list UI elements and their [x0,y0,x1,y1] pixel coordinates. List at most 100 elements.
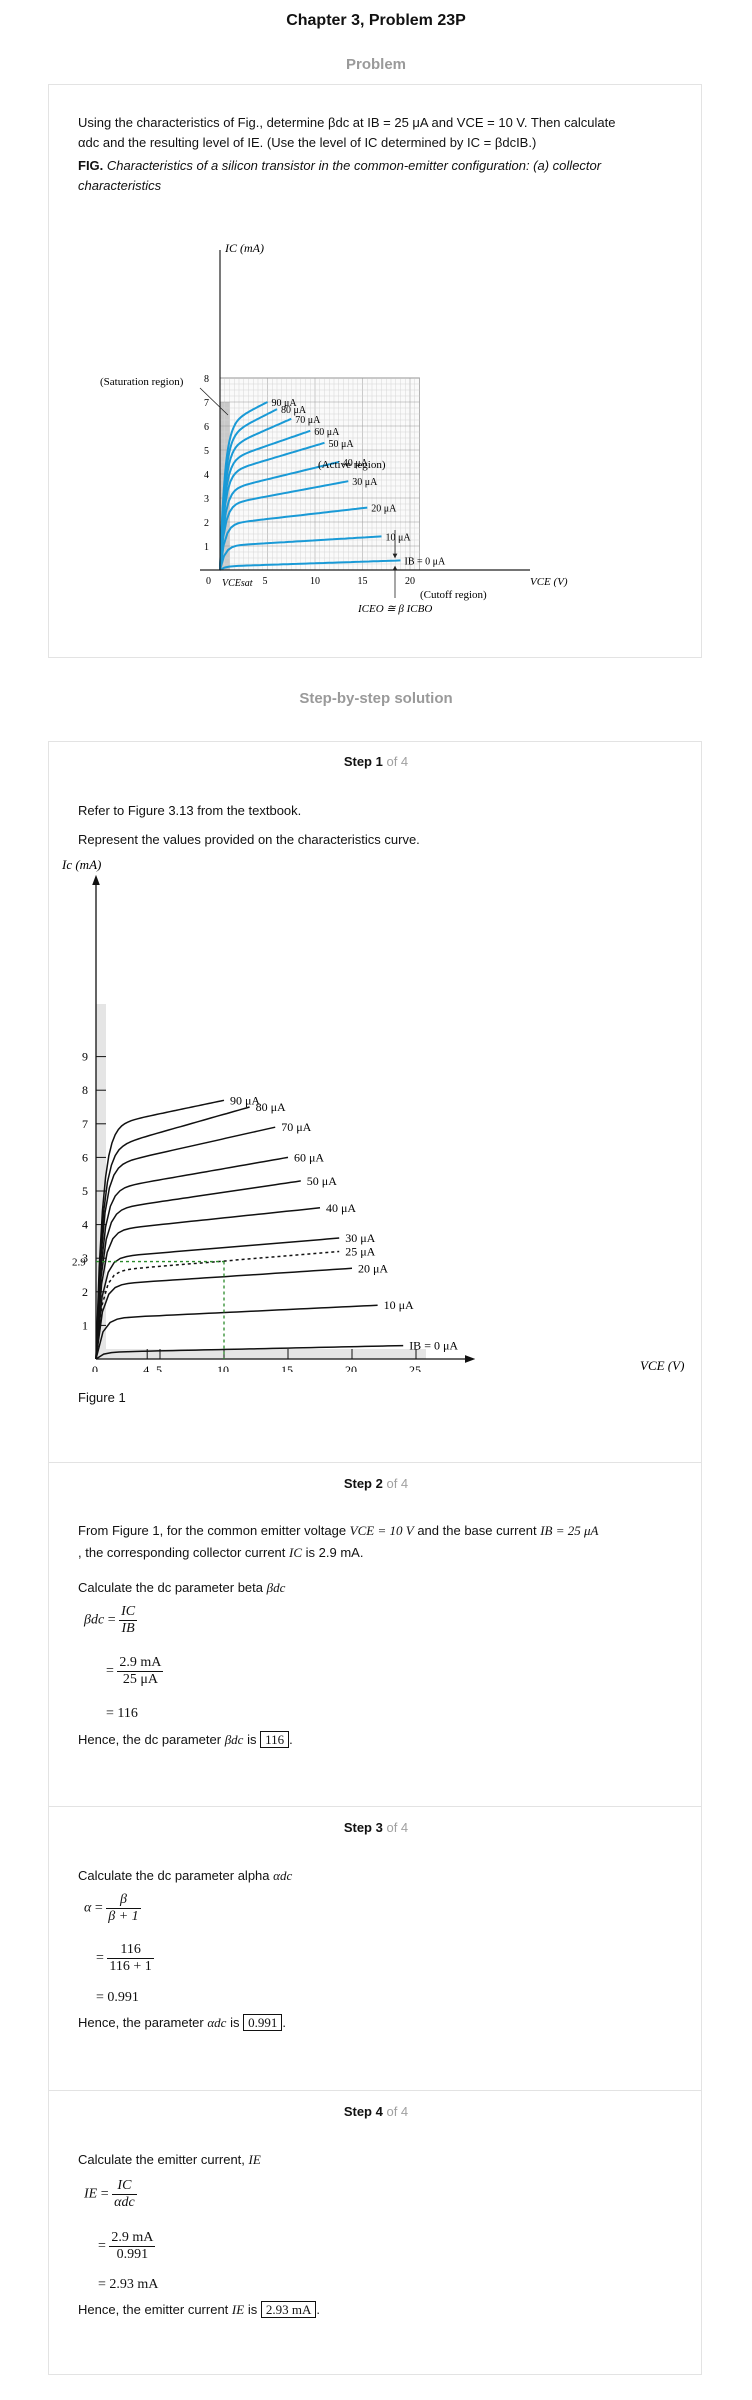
step2-text-d: is 2.9 mA. [305,1545,364,1560]
series-line [95,1156,289,1360]
step4-label: Step 4 [343,2104,383,2119]
series-line [95,1267,353,1360]
beta-symbol: βdc [266,1580,286,1595]
y-tick-label: 7 [82,1117,88,1131]
figa-curve [219,480,349,571]
figa-curve [219,408,278,571]
alpha-result: = 0.991 [96,1990,139,2005]
step1-of: of 4 [386,754,409,769]
cutoff-region-label: (Cutoff region) [420,589,487,601]
step2-answer: Hence, the dc parameter βdc is 116. [78,1731,293,1748]
step-divider [48,2090,702,2091]
solution-card [48,741,702,2375]
figa-curve [219,461,340,571]
figa-curve [219,429,311,571]
figa-y-tick: 7 [204,398,209,409]
x-tick-label: 0 [92,1363,98,1372]
ie-answer-box: 2.93 mA [260,2301,317,2318]
x-tick-label: 4 [143,1363,149,1372]
step-divider [48,1462,702,1463]
saturation-pointer [199,387,229,416]
series-line [95,1180,301,1360]
series-line [95,1304,378,1360]
series-line [95,1344,404,1360]
figa-x-tick: 0 [206,576,211,587]
figa-x-tick: 20 [405,576,415,587]
figa-curve [219,506,368,571]
figure-axes [200,250,530,571]
step3-heading: Step 3 of 4 [0,1820,752,1835]
figa-curve [219,535,382,571]
vce-value: VCE = 10 V [349,1523,414,1538]
series-label: 90 μA [230,1093,260,1107]
alpha-symbol: αdc [273,1868,293,1883]
figure-caption-text2: characteristics [78,178,162,193]
figa-curve-label: 20 μA [371,504,397,515]
figure-caption-label: FIG. [78,158,104,173]
series-line [95,1207,321,1360]
series-label: 30 μA [345,1231,375,1245]
step2-text-b: and the base current [417,1523,537,1538]
x-tick-label: 5 [156,1363,162,1372]
figa-y-axis-label: IC (mA) [224,241,264,255]
series-label: 20 μA [358,1261,388,1275]
x-axis-label: VCE (V) [640,1358,684,1372]
series-label: 10 μA [384,1298,414,1312]
step4-calc-text: Calculate the emitter current, IE [78,2152,261,2167]
solution-heading: Step-by-step solution [299,690,453,707]
step2-calc-label: Calculate the dc parameter beta [78,1580,263,1595]
figa-curve [219,417,292,571]
figa-curve-label: 30 μA [352,477,378,488]
step2-text-c: , the corresponding collector current [78,1545,286,1560]
figa-curve-label: 80 μA [281,405,307,416]
textbook-figure: IC (mA) VCE (V) 1 2 3 4 5 6 7 8 0 5 10 15 20 90 μA8… [100,241,568,615]
y-marker-label: 2.9 [72,1257,86,1269]
figa-x-axis-label: VCE (V) [530,576,568,588]
step2-text-a: From Figure 1, for the common emitter vo… [78,1523,347,1538]
step2-label: Step 2 [343,1476,383,1491]
step2-text: From Figure 1, for the common emitter vo… [78,1520,678,1564]
step1-line1: Refer to Figure 3.13 from the textbook. [78,803,302,818]
y-tick-label: 6 [82,1150,88,1164]
y-tick-label: 1 [82,1318,88,1332]
figa-curve-label: 90 μA [272,398,298,409]
y-tick-label: 9 [82,1050,88,1064]
saturation-region-label: (Saturation region) [100,376,184,388]
y-tick-label: 8 [82,1083,88,1097]
step2-of: of 4 [386,1476,409,1491]
step4-answer: Hence, the emitter current IE is 2.93 mA… [78,2301,320,2318]
series-label: 25 μA [345,1244,375,1258]
figa-y-tick: 4 [204,470,209,481]
figure1-caption: Figure 1 [78,1390,126,1405]
y-tick-label: 3 [82,1251,88,1265]
x-tick-label: 20 [345,1363,357,1372]
figa-y-tick: 3 [204,494,209,505]
series-label: 50 μA [307,1174,337,1188]
step3-answer: Hence, the parameter αdc is 0.991. [78,2014,286,2031]
problem-text-line1: Using the characteristics of Fig., deter… [78,115,616,130]
step4-heading: Step 4 of 4 [0,2104,752,2119]
series-label: 40 μA [326,1201,356,1215]
vce-sat-label: VCEsat [222,578,253,589]
page-title: Chapter 3, Problem 23P [286,12,466,29]
problem-heading: Problem [345,56,406,73]
series-label: 80 μA [256,1100,286,1114]
step2-calc-text: Calculate the dc parameter beta βdc [78,1578,678,1598]
beta-formula: βdc = IC IB [84,1604,138,1636]
step1-label: Step 1 [343,754,383,769]
ie-result: = 2.93 mA [98,2277,159,2292]
figa-x-tick: 15 [358,576,368,587]
figa-y-tick: 6 [204,422,209,433]
figa-y-tick: 5 [204,446,209,457]
y-tick-label: 2 [82,1285,88,1299]
figa-x-tick: 10 [310,576,320,587]
figa-curve [219,401,268,571]
y-axis-label: Ic (mA) [61,857,101,872]
figa-curve-label: 40 μA [343,458,369,469]
x-tick-label: 10 [217,1363,229,1372]
ie-symbol: IE [248,2152,261,2167]
series-line [95,1237,340,1360]
ib-value: IB = 25 μA [540,1523,599,1538]
